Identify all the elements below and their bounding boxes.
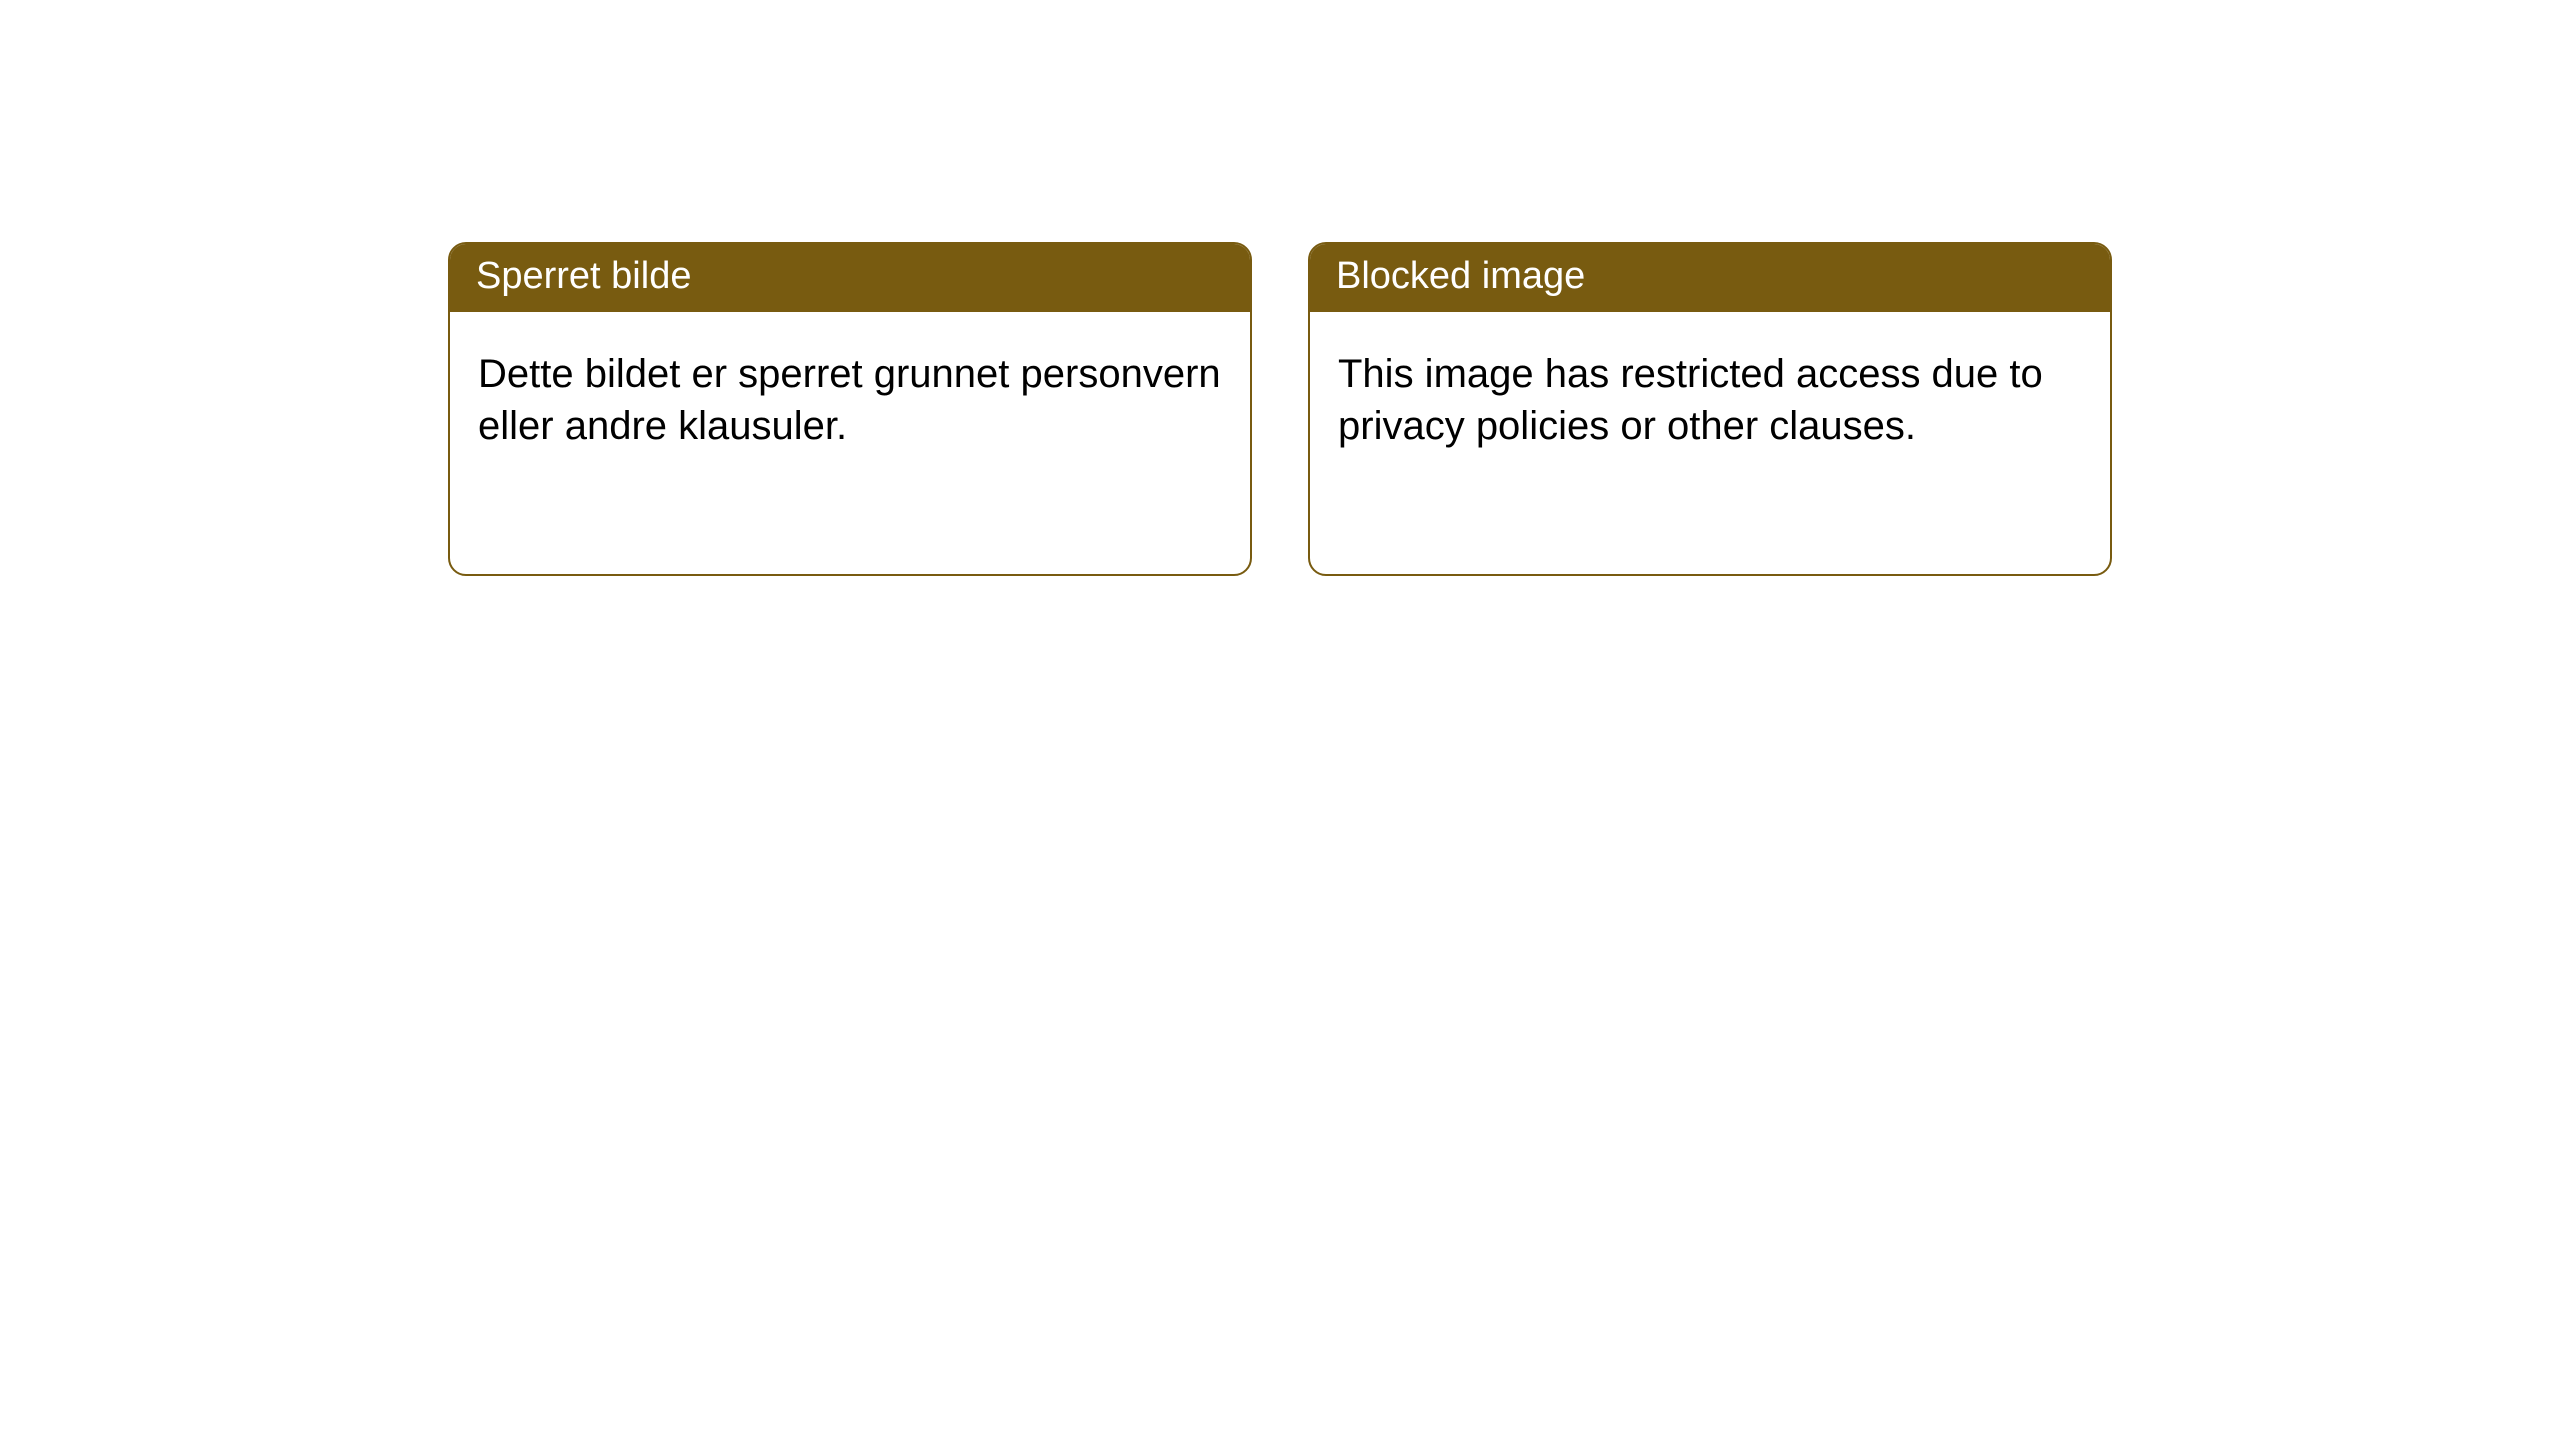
notice-card-english: Blocked image This image has restricted … (1308, 242, 2112, 576)
card-body: This image has restricted access due to … (1310, 312, 2110, 482)
card-body: Dette bildet er sperret grunnet personve… (450, 312, 1250, 482)
card-title: Sperret bilde (450, 244, 1250, 312)
card-title: Blocked image (1310, 244, 2110, 312)
notice-card-norwegian: Sperret bilde Dette bildet er sperret gr… (448, 242, 1252, 576)
notice-cards-container: Sperret bilde Dette bildet er sperret gr… (0, 0, 2560, 576)
